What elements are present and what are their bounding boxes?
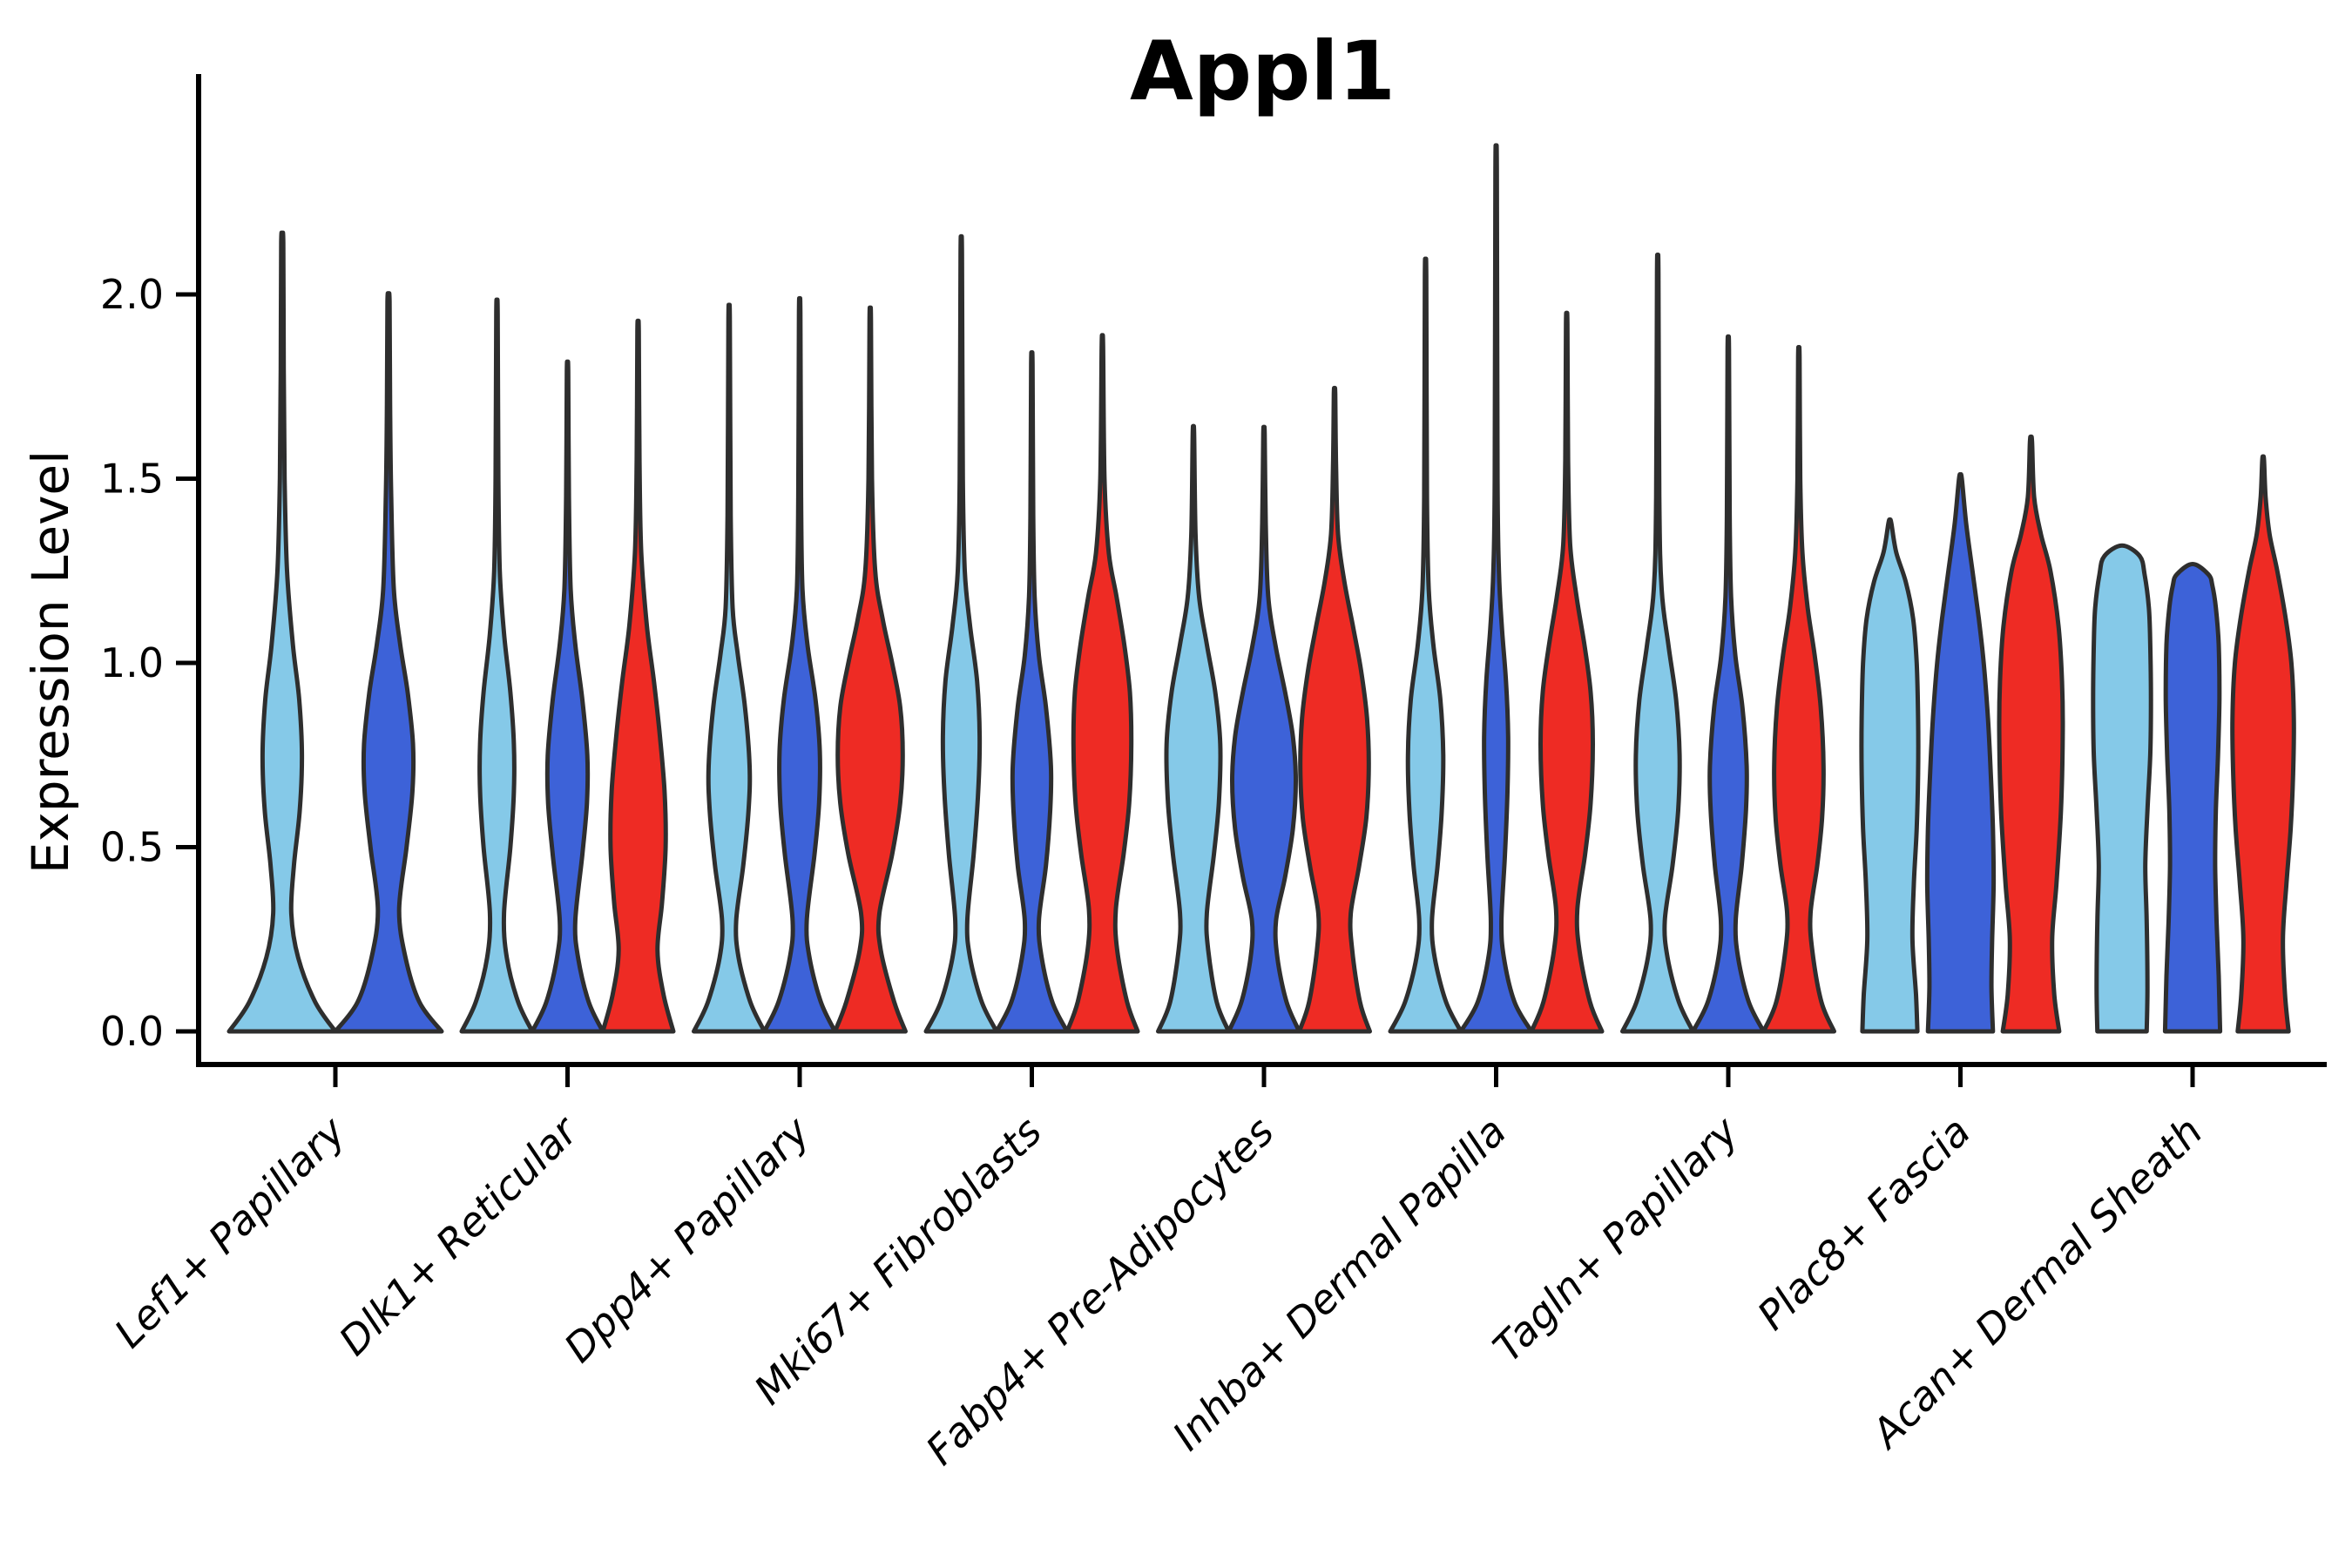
violin-mki67-fibroblasts-skyblue xyxy=(923,234,999,1034)
x-axis-label-plac8-fascia: Plac8+ Fascia xyxy=(1748,1108,1979,1339)
violin-dpp4-papillary-red xyxy=(833,305,908,1034)
y-tick-label: 0.0 xyxy=(100,1008,164,1055)
violin-lef1-papillary-skyblue xyxy=(226,230,338,1034)
violin-fabp4-pre-adipocytes-red xyxy=(1297,385,1372,1034)
y-tick-label: 1.5 xyxy=(100,456,164,503)
violin-plac8-fascia-royalblue xyxy=(1924,472,1997,1034)
violin-fabp4-pre-adipocytes-skyblue xyxy=(1156,423,1231,1034)
violin-dpp4-papillary-skyblue xyxy=(692,302,767,1034)
violin-dlk1-reticular-skyblue xyxy=(459,297,535,1034)
violin-acan-dermal-sheath-royalblue xyxy=(2162,562,2223,1034)
violin-plac8-fascia-red xyxy=(1997,434,2065,1034)
violin-dpp4-papillary-royalblue xyxy=(762,295,837,1034)
y-tick-label: 2.0 xyxy=(100,271,164,318)
violin-acan-dermal-sheath-red xyxy=(2230,454,2296,1034)
violin-mki67-fibroblasts-royalblue xyxy=(994,350,1070,1034)
violin-lef1-papillary-royalblue xyxy=(333,291,444,1034)
violin-tagln-papillary-red xyxy=(1761,344,1836,1034)
x-axis-label-dlk1-reticular: Dlk1+ Reticular xyxy=(330,1105,589,1364)
violin-plac8-fascia-skyblue xyxy=(1859,517,1921,1034)
violin-acan-dermal-sheath-skyblue xyxy=(2091,543,2153,1034)
plot-title: Appl1 xyxy=(1130,24,1396,119)
y-tick-label: 1.0 xyxy=(100,639,164,686)
violin-inhba-dermal-papilla-red xyxy=(1529,310,1605,1034)
violin-tagln-papillary-skyblue xyxy=(1620,253,1695,1034)
x-axis-label-lef1-papillary: Lef1+ Papillary xyxy=(105,1107,355,1356)
x-axis-label-tagln-papillary: Tagln+ Papillary xyxy=(1484,1107,1747,1371)
violin-inhba-dermal-papilla-skyblue xyxy=(1388,256,1463,1034)
violin-inhba-dermal-papilla-royalblue xyxy=(1458,143,1534,1034)
violin-dlk1-reticular-royalblue xyxy=(530,359,605,1034)
violin-fabp4-pre-adipocytes-royalblue xyxy=(1227,424,1301,1034)
violin-tagln-papillary-royalblue xyxy=(1691,334,1766,1034)
x-axis-label-dpp4-papillary: Dpp4+ Papillary xyxy=(555,1107,819,1371)
violin-dlk1-reticular-red xyxy=(600,318,676,1034)
violin-mki67-fibroblasts-red xyxy=(1064,333,1140,1034)
y-tick-label: 0.5 xyxy=(100,824,164,871)
